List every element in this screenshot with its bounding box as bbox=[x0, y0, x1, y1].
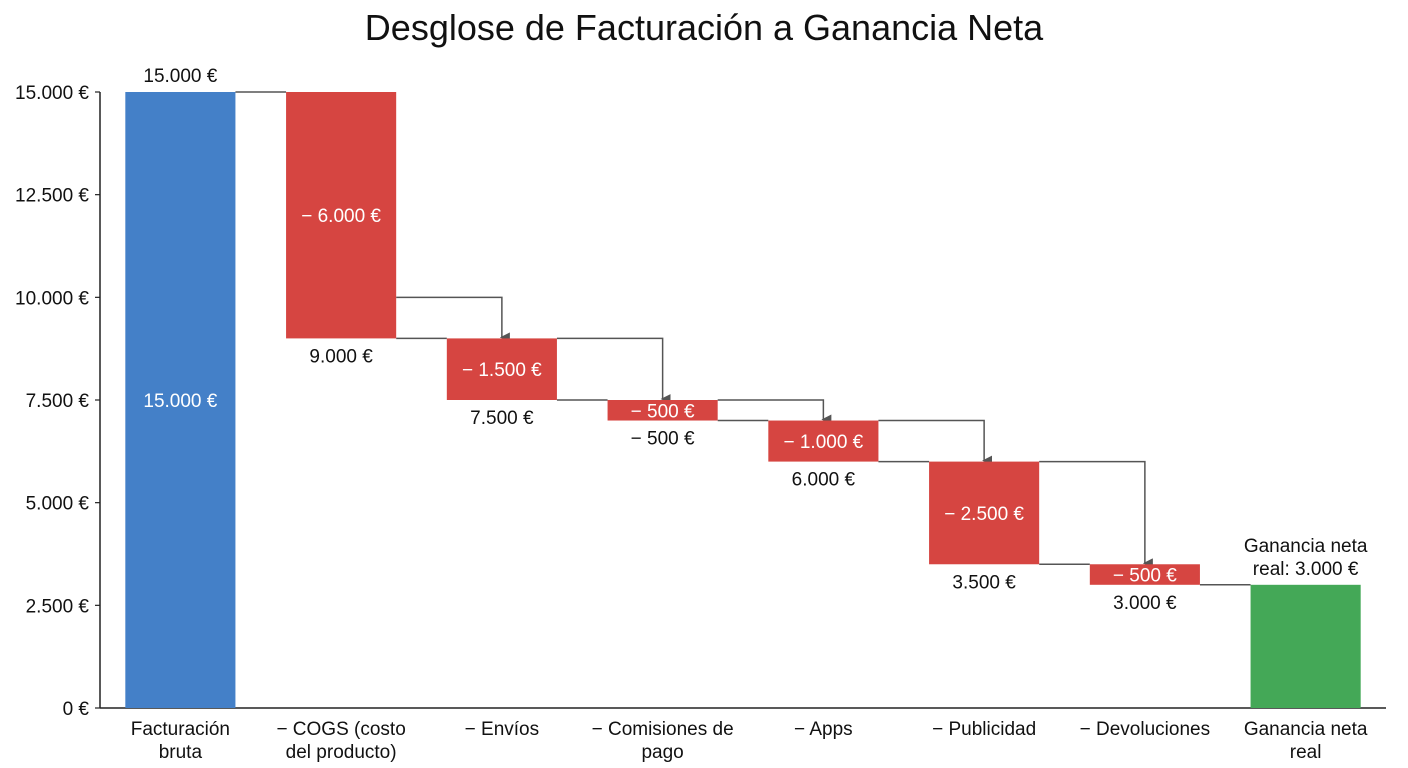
bar-inside-label: − 500 € bbox=[1113, 566, 1177, 587]
connector-arrow bbox=[556, 337, 671, 404]
connector-arrow bbox=[396, 296, 510, 343]
bar-result bbox=[1250, 584, 1361, 708]
bar-value-label: 3.500 € bbox=[952, 572, 1016, 593]
bar-inside-label: − 500 € bbox=[631, 401, 695, 422]
bar-value-label: 15.000 € bbox=[143, 66, 217, 87]
connectors bbox=[235, 91, 1251, 586]
x-category-label: Facturación bruta bbox=[131, 719, 230, 763]
labels: 15.000 € 15.000 € Facturación bruta − 6.000 … bbox=[131, 66, 1368, 763]
bar-value-label: 6.000 € bbox=[792, 470, 856, 491]
bar-decrease bbox=[607, 400, 718, 421]
bar-decrease bbox=[929, 461, 1040, 565]
bar-inside-label: − 2.500 € bbox=[944, 504, 1024, 525]
bar-total bbox=[125, 92, 236, 708]
y-tick-label: 2.500 € bbox=[26, 596, 90, 617]
y-tick-label: 12.500 € bbox=[15, 186, 89, 207]
axes: 0 € 2.500 € 5.000 € 7.500 € 10.000 € 12.500 €… bbox=[15, 83, 1386, 720]
bar-decrease bbox=[1089, 564, 1200, 585]
x-category-label: − Envíos bbox=[465, 719, 539, 740]
connector-arrow bbox=[717, 399, 832, 425]
x-category-label: − Comisiones de pago bbox=[592, 719, 734, 763]
y-tick-label: 10.000 € bbox=[15, 288, 89, 309]
y-tick-label: 15.000 € bbox=[15, 83, 89, 104]
bar-decrease bbox=[446, 338, 557, 400]
bar-inside-label: − 1.000 € bbox=[783, 432, 863, 453]
bar-value-label: − 500 € bbox=[631, 429, 695, 450]
bar-inside-label: − 6.000 € bbox=[301, 206, 381, 227]
connector-arrow bbox=[878, 419, 993, 466]
bar-decrease bbox=[286, 92, 397, 339]
bar-inside-label: − 1.500 € bbox=[462, 360, 542, 381]
y-tick-label: 0 € bbox=[63, 699, 90, 720]
bar-value-label: 7.500 € bbox=[470, 408, 534, 429]
x-category-label: − Publicidad bbox=[932, 719, 1036, 740]
x-category-label: Ganancia neta real bbox=[1244, 719, 1368, 763]
bar-value-label: 9.000 € bbox=[309, 346, 373, 367]
x-category-label: − COGS (costo del producto) bbox=[276, 719, 405, 763]
x-category-label: − Apps bbox=[794, 719, 853, 740]
x-category-label: − Devoluciones bbox=[1080, 719, 1210, 740]
bar-value-label: 3.000 € bbox=[1113, 593, 1177, 614]
bar-decrease bbox=[768, 420, 879, 462]
bars bbox=[125, 92, 1361, 708]
y-tick-label: 5.000 € bbox=[26, 494, 90, 515]
bar-inside-label: 15.000 € bbox=[143, 391, 217, 412]
connector-arrow bbox=[1039, 460, 1153, 569]
y-tick-label: 7.500 € bbox=[26, 391, 90, 412]
chart-title: Desglose de Facturación a Ganancia Neta bbox=[365, 7, 1044, 48]
bar-value-label: Ganancia neta real: 3.000 € bbox=[1244, 536, 1368, 580]
